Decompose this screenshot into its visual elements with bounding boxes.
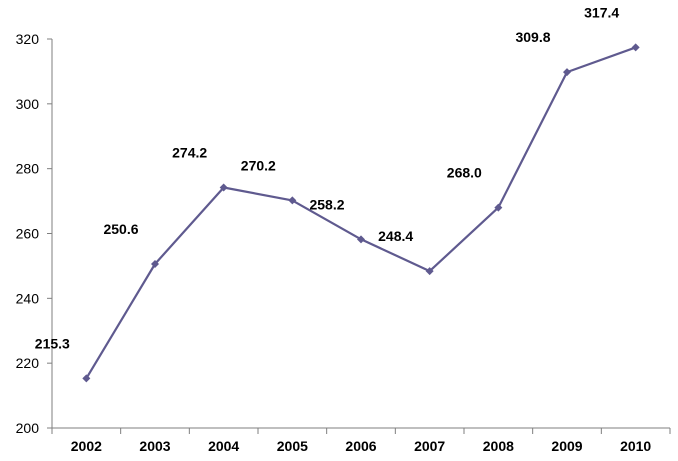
data-label: 317.4 <box>584 4 619 20</box>
y-tick-label: 280 <box>16 161 40 177</box>
data-label: 215.3 <box>35 335 70 351</box>
data-point-marker <box>219 183 228 192</box>
x-tick-label: 2009 <box>551 438 582 454</box>
data-labels: 215.3 250.6 274.2 270.2 258.2 248.4 268.0 309.8… <box>35 4 620 351</box>
x-tick-label: 2006 <box>345 438 376 454</box>
data-label: 258.2 <box>309 196 344 212</box>
data-point-marker <box>631 43 640 52</box>
data-point-marker <box>357 235 365 244</box>
data-label: 309.8 <box>515 29 550 45</box>
data-label: 274.2 <box>172 144 207 160</box>
data-label: 248.4 <box>378 228 413 244</box>
axes: 200 220 240 260 280 300 320 2002 2003 2004 2005 200… <box>16 31 671 454</box>
data-point-marker <box>563 68 571 77</box>
x-tick-label: 2007 <box>414 438 445 454</box>
y-tick-label: 320 <box>16 31 40 47</box>
data-point-marker <box>82 374 91 383</box>
data-label: 250.6 <box>103 221 138 237</box>
x-tick-label: 2005 <box>277 438 308 454</box>
data-label: 270.2 <box>241 157 276 173</box>
y-tick-label: 300 <box>16 96 40 112</box>
x-tick-label: 2003 <box>139 438 170 454</box>
series-line <box>85 46 637 379</box>
data-label: 268.0 <box>447 165 482 181</box>
data-point-marker <box>151 259 159 268</box>
y-tick-label: 200 <box>16 420 40 436</box>
data-series <box>82 43 640 383</box>
x-tick-label: 2008 <box>483 438 514 454</box>
x-tick-label: 2010 <box>620 438 651 454</box>
data-point-marker <box>425 267 434 276</box>
x-tick-label: 2004 <box>208 438 239 454</box>
y-tick-label: 220 <box>16 355 40 371</box>
x-tick-label: 2002 <box>71 438 102 454</box>
data-point-marker <box>494 203 503 212</box>
y-tick-label: 240 <box>16 290 40 306</box>
data-point-marker <box>288 196 297 205</box>
y-tick-label: 260 <box>16 226 40 242</box>
